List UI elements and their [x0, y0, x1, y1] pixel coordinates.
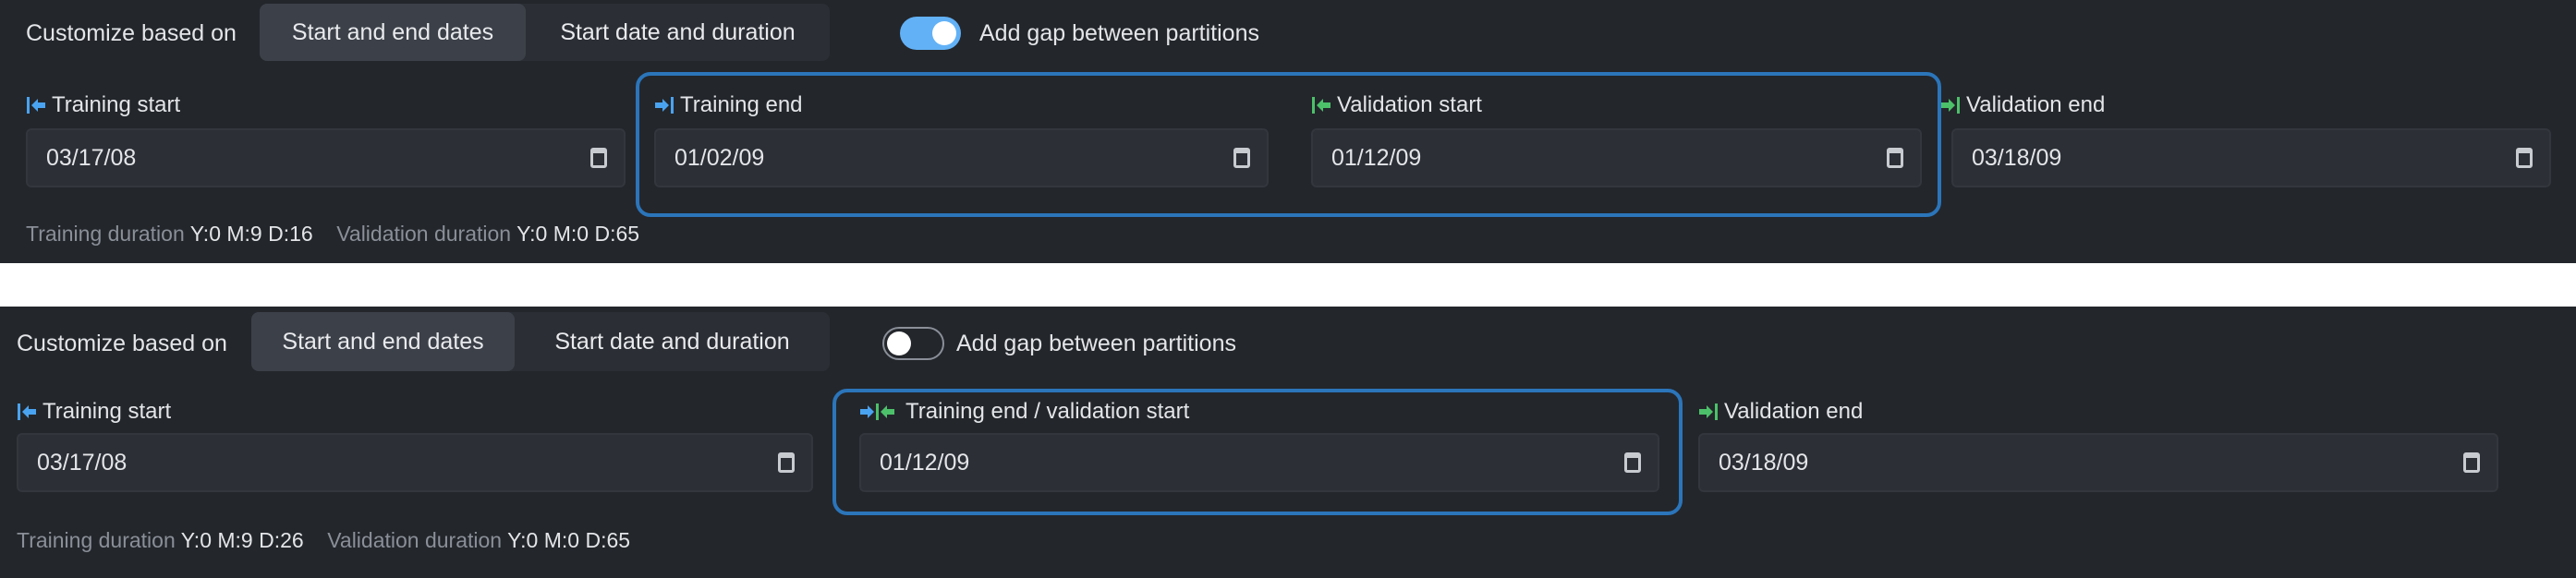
- partition-settings-panel-no-gap: Customize based on Start and end dates S…: [0, 307, 2576, 578]
- validation-end-label: Validation end: [1940, 92, 2105, 118]
- tab-start-and-end-dates[interactable]: Start and end dates: [251, 312, 515, 371]
- training-start-label: Training start: [26, 92, 180, 118]
- validation-end-input[interactable]: 03/18/09: [1951, 128, 2551, 187]
- validation-end-icon: [1699, 403, 1718, 420]
- validation-duration-label: Validation duration: [336, 222, 512, 246]
- field-label: Training end / validation start: [905, 399, 1190, 424]
- field-label: Training start: [52, 92, 181, 117]
- training-end-validation-start-input[interactable]: 01/12/09: [859, 433, 1659, 492]
- validation-duration-value: Y:0 M:0 D:65: [516, 222, 640, 246]
- field-label: Validation end: [1724, 399, 1864, 424]
- durations: Training duration Y:0 M:9 D:16 Validatio…: [26, 222, 639, 247]
- training-start-input[interactable]: 03/17/08: [26, 128, 626, 187]
- field-label: Validation start: [1337, 92, 1482, 117]
- customize-segmented-control: Start and end dates Start date and durat…: [260, 4, 830, 61]
- field-label: Validation end: [1966, 92, 2106, 117]
- training-end-icon: [655, 97, 674, 114]
- date-value: 03/17/08: [37, 449, 128, 476]
- gap-toggle-label: Add gap between partitions: [979, 20, 1259, 46]
- calendar-icon[interactable]: [1624, 452, 1641, 473]
- date-value: 03/17/08: [46, 144, 137, 171]
- calendar-icon[interactable]: [2463, 452, 2480, 473]
- validation-start-icon: [1312, 97, 1331, 114]
- customize-label: Customize based on: [17, 331, 227, 356]
- validation-start-label: Validation start: [1311, 92, 1482, 118]
- gap-toggle[interactable]: [900, 17, 961, 50]
- date-value: 03/18/09: [1719, 449, 1809, 476]
- date-value: 01/12/09: [880, 449, 970, 476]
- training-duration-label: Training duration: [17, 528, 176, 552]
- training-end-label: Training end: [654, 92, 803, 118]
- date-value: 01/12/09: [1331, 144, 1422, 171]
- validation-duration-label: Validation duration: [327, 528, 503, 552]
- training-end-validation-start-icon: [860, 403, 894, 420]
- gap-toggle-label: Add gap between partitions: [956, 331, 1236, 356]
- validation-end-input[interactable]: 03/18/09: [1698, 433, 2498, 492]
- training-end-validation-start-label: Training end / validation start: [859, 399, 1189, 425]
- training-start-icon: [18, 403, 36, 420]
- tab-start-date-and-duration[interactable]: Start date and duration: [560, 18, 796, 45]
- validation-end-icon: [1941, 97, 1960, 114]
- tab-start-and-end-dates[interactable]: Start and end dates: [260, 4, 526, 61]
- validation-start-input[interactable]: 01/12/09: [1311, 128, 1922, 187]
- field-label: Training start: [43, 399, 172, 424]
- training-start-icon: [27, 97, 45, 114]
- field-label: Training end: [680, 92, 803, 117]
- date-value: 03/18/09: [1972, 144, 2062, 171]
- validation-duration-value: Y:0 M:0 D:65: [507, 528, 631, 552]
- training-end-input[interactable]: 01/02/09: [654, 128, 1269, 187]
- durations: Training duration Y:0 M:9 D:26 Validatio…: [17, 528, 630, 553]
- calendar-icon[interactable]: [1233, 148, 1250, 168]
- gap-toggle[interactable]: [882, 327, 944, 360]
- training-start-input[interactable]: 03/17/08: [17, 433, 813, 492]
- training-duration-label: Training duration: [26, 222, 185, 246]
- partition-settings-panel-gap: Customize based on Start and end dates S…: [0, 0, 2576, 263]
- calendar-icon[interactable]: [778, 452, 795, 473]
- training-duration-value: Y:0 M:9 D:26: [180, 528, 304, 552]
- training-start-label: Training start: [17, 399, 171, 425]
- calendar-icon[interactable]: [590, 148, 607, 168]
- tab-start-date-and-duration[interactable]: Start date and duration: [554, 328, 790, 355]
- calendar-icon[interactable]: [2516, 148, 2533, 168]
- calendar-icon[interactable]: [1887, 148, 1903, 168]
- customize-segmented-control: Start and end dates Start date and durat…: [251, 312, 830, 371]
- training-duration-value: Y:0 M:9 D:16: [189, 222, 313, 246]
- customize-label: Customize based on: [26, 20, 237, 46]
- validation-end-label: Validation end: [1698, 399, 1863, 425]
- date-value: 01/02/09: [674, 144, 765, 171]
